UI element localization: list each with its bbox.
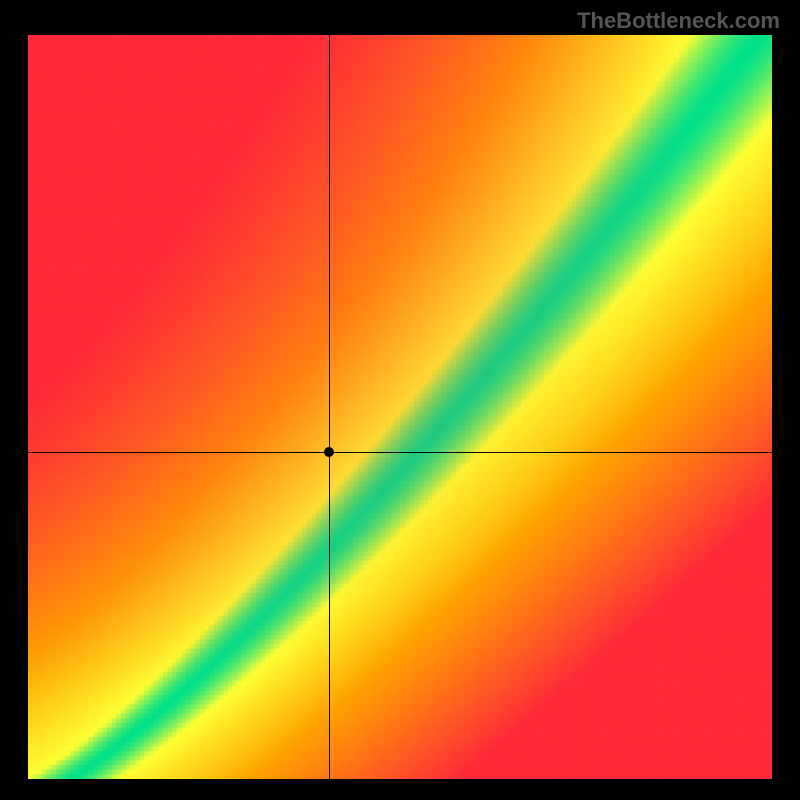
crosshair-vertical <box>329 35 330 779</box>
crosshair-marker <box>324 447 334 457</box>
crosshair-horizontal <box>28 452 772 453</box>
heatmap-canvas <box>28 35 772 779</box>
bottleneck-heatmap <box>28 35 772 779</box>
watermark-text: TheBottleneck.com <box>577 8 780 34</box>
